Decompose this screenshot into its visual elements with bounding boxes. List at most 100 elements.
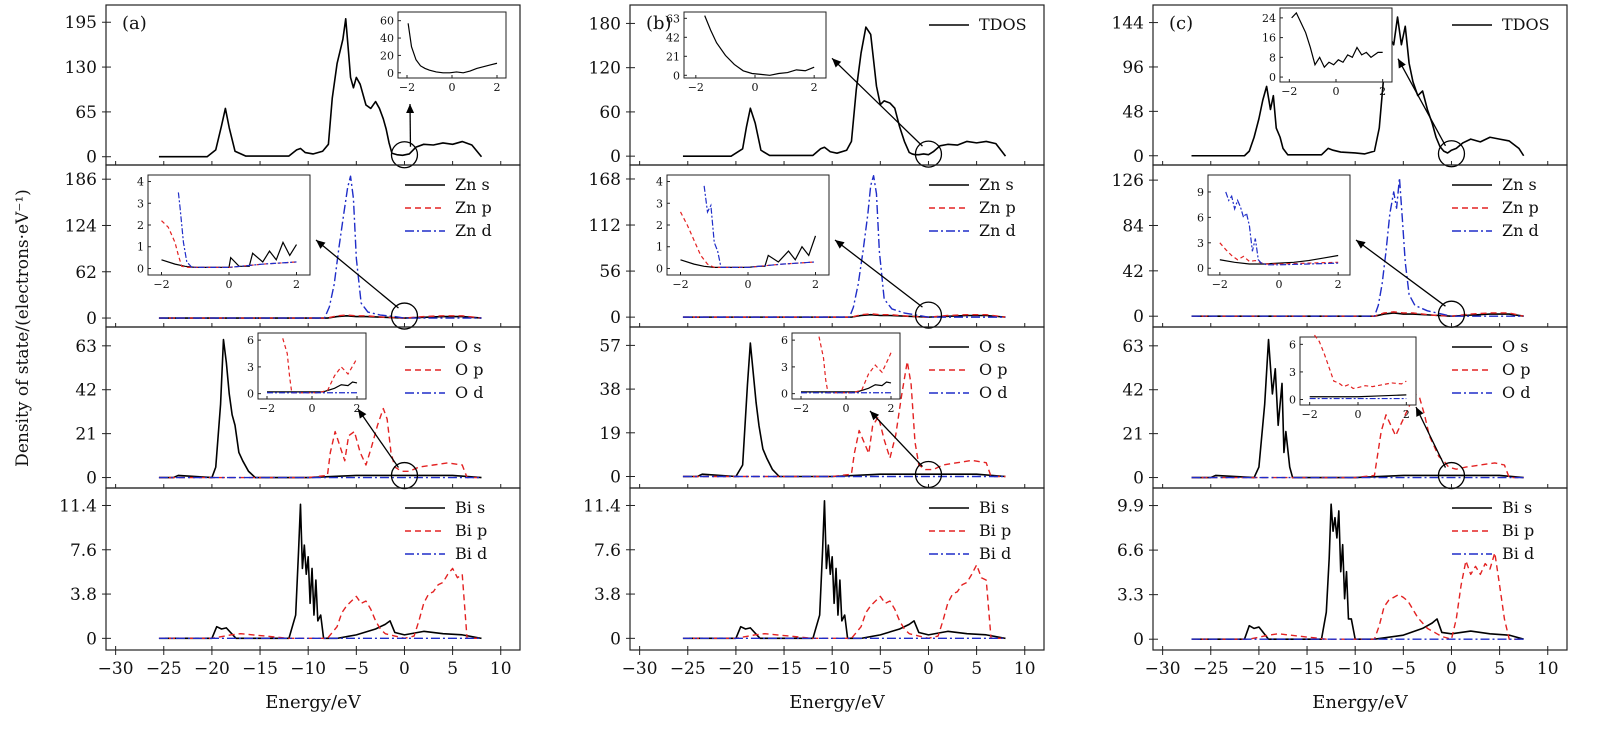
inset-y-tick-label: 0: [1269, 71, 1276, 84]
y-tick-label: 3.8: [70, 585, 97, 605]
x-tick-label: −15: [1289, 659, 1325, 679]
y-tick-label: 130: [65, 58, 97, 78]
inset-x-tick-label: −2: [399, 81, 415, 94]
arrowhead: [832, 58, 842, 68]
y-tick-label: 38: [599, 380, 621, 400]
inset-x-tick-label: −2: [259, 402, 275, 415]
series-line-zn-d: [682, 174, 1006, 318]
y-tick-label: 3.3: [1117, 586, 1144, 606]
inset-x-tick-label: 0: [309, 402, 316, 415]
inset-y-tick-label: 6: [1197, 211, 1204, 224]
x-tick-label: −30: [98, 659, 134, 679]
x-tick-label: −25: [1193, 659, 1229, 679]
y-tick-label: 195: [65, 13, 97, 33]
y-tick-label: 124: [65, 216, 97, 236]
inset-y-tick-label: 0: [1289, 393, 1296, 406]
inset-x-tick-label: −2: [688, 81, 704, 94]
legend-entry: Bi p: [455, 521, 487, 540]
legend-entry: Bi s: [1502, 498, 1532, 517]
subplot: 0 3.8 7.6 11.4 Bi s Bi p Bi d: [59, 487, 521, 651]
legend-entry: Zn s: [979, 175, 1014, 194]
inset-y-tick-label: 63: [666, 12, 680, 25]
inset-y-tick-label: 0: [656, 262, 663, 275]
y-tick-label: 0: [1133, 630, 1144, 650]
inset-y-tick-label: 4: [137, 176, 144, 189]
inset-y-tick-label: 0: [387, 67, 394, 80]
x-tick-label: −5: [868, 659, 893, 679]
legend-entry: O s: [1502, 337, 1528, 356]
panel-label: (b): [646, 13, 672, 34]
arrowhead: [870, 411, 880, 421]
y-tick-label: 65: [75, 103, 97, 123]
legend-entry: Zn p: [1502, 198, 1539, 217]
inset-series-line: [703, 185, 816, 268]
inset-x-tick-label: 0: [1333, 85, 1340, 98]
legend-entry: Zn d: [455, 221, 492, 240]
series-line-tdos: [1191, 16, 1525, 157]
legend-entry: Bi s: [979, 498, 1009, 517]
arrowhead: [358, 409, 367, 419]
inset-plot: −2 0 2 0 3 6: [1289, 334, 1417, 421]
legend-entry: O d: [1502, 383, 1530, 402]
inset-pointer-arrow: [357, 408, 399, 468]
x-axis-label: Energy/eV: [789, 692, 885, 713]
y-tick-label: 0: [610, 629, 621, 649]
inset-y-tick-label: 4: [656, 176, 663, 189]
inset-series-line: [818, 336, 892, 394]
inset-y-tick-label: 2: [137, 219, 144, 232]
legend-entry: O p: [455, 360, 483, 379]
inset-x-tick-label: −2: [153, 278, 169, 291]
legend-entry: TDOS: [1502, 15, 1550, 34]
subplot: 0 62 124 186 Zn s Zn p Zn d −2 0 2 0 1 2 3 4: [65, 164, 521, 330]
y-tick-label: 0: [86, 148, 97, 168]
series-line-bi-s: [1191, 503, 1524, 640]
y-tick-label: 144: [1112, 14, 1144, 34]
arrowhead: [1356, 240, 1366, 249]
arrowhead: [1398, 58, 1406, 69]
inset-series-line: [1309, 394, 1407, 398]
legend-entry: O s: [979, 337, 1005, 356]
inset-frame: [397, 11, 507, 79]
subplot: 0 3.3 6.6 9.9 Bi s Bi p Bi d: [1117, 487, 1568, 651]
legend-entry: Zn s: [1502, 175, 1537, 194]
fermi-region-circle: [390, 302, 419, 330]
panel-label: (c): [1169, 13, 1193, 34]
x-axis-label: Energy/eV: [265, 692, 361, 713]
x-tick-label: 10: [1537, 659, 1559, 679]
y-tick-label: 7.6: [70, 541, 97, 561]
series-line-zn-s: [682, 313, 1006, 318]
inset-y-tick-label: 3: [1289, 366, 1296, 379]
series-line-tdos: [158, 17, 483, 158]
y-tick-label: 0: [610, 468, 621, 488]
series-line-zn-s: [158, 315, 482, 319]
inset-y-tick-label: 40: [380, 32, 394, 45]
x-tick-label: 0: [1446, 659, 1457, 679]
y-tick-label: 11.4: [583, 496, 621, 516]
x-tick-label: −10: [814, 659, 850, 679]
x-tick-label: −15: [242, 659, 278, 679]
legend-entry: Bi p: [1502, 521, 1534, 540]
inset-x-tick-label: 0: [752, 81, 759, 94]
inset-x-tick-label: 2: [293, 278, 300, 291]
y-tick-label: 42: [1122, 381, 1144, 401]
series-line-o-s: [1191, 338, 1524, 479]
inset-y-tick-label: 0: [1197, 262, 1204, 275]
inset-x-tick-label: 2: [1335, 278, 1342, 291]
series-line-o-p: [682, 360, 1006, 478]
inset-y-tick-label: 8: [1269, 51, 1276, 64]
legend-entry: Zn s: [455, 175, 490, 194]
inset-x-tick-label: 0: [1276, 278, 1283, 291]
inset-plot: −2 0 2 0 8 16 24: [1262, 7, 1393, 98]
inset-plot: −2 0 2 0 1 2 3 4: [137, 174, 311, 291]
y-tick-label: 96: [1122, 58, 1144, 78]
x-tick-label: 5: [1494, 659, 1505, 679]
inset-x-tick-label: 2: [888, 402, 895, 415]
y-tick-label: 7.6: [594, 541, 621, 561]
y-tick-label: 0: [86, 309, 97, 329]
inset-y-tick-label: 3: [247, 361, 254, 374]
inset-y-tick-label: 3: [781, 361, 788, 374]
inset-y-tick-label: 3: [1197, 237, 1204, 250]
inset-series-line: [704, 15, 815, 76]
